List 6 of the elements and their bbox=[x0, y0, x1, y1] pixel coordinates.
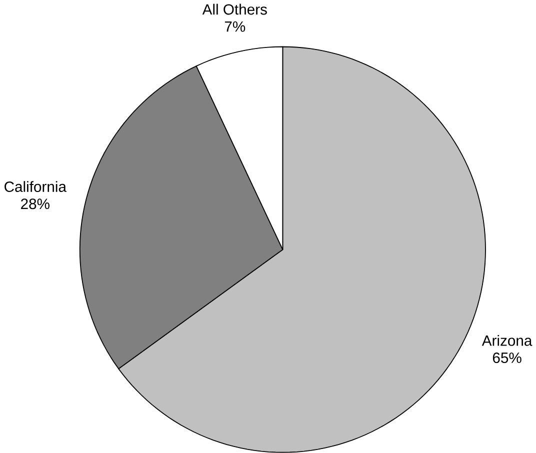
data-label: 7% bbox=[224, 21, 246, 32]
slice-label: All Others bbox=[202, 4, 267, 15]
data-label: 65% bbox=[492, 352, 522, 364]
slice-label: Arizona bbox=[482, 335, 532, 346]
slice-label: California bbox=[4, 181, 66, 192]
data-label: 28% bbox=[21, 198, 50, 210]
